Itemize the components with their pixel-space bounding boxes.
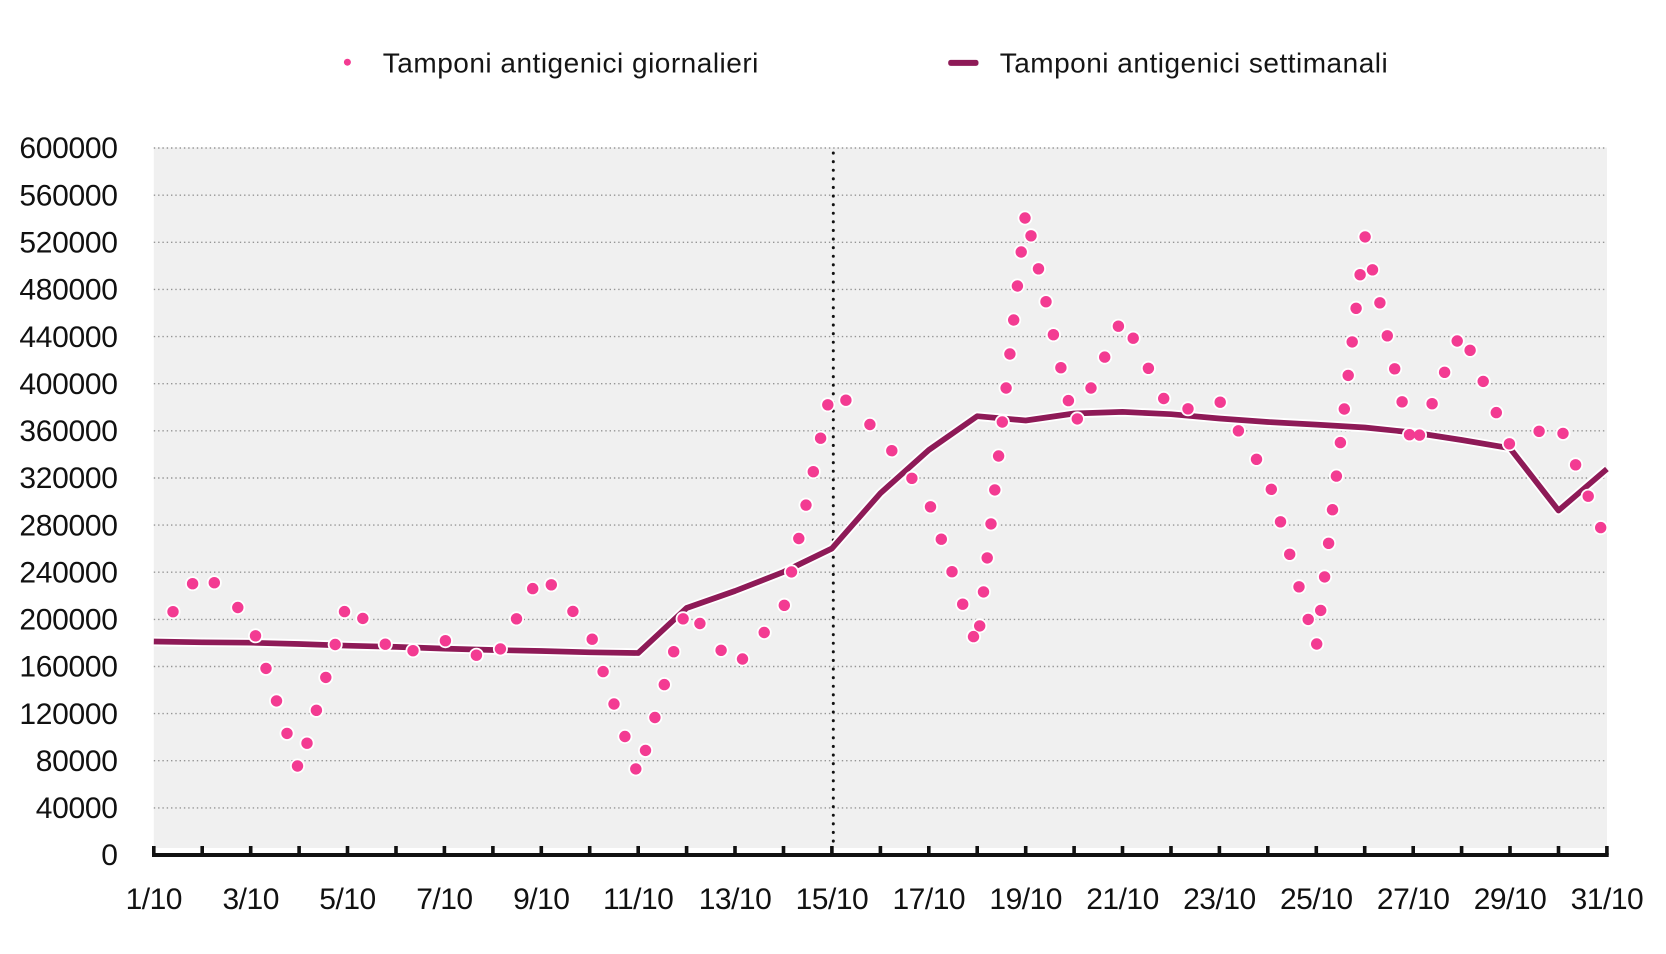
- svg-text:Tamponi antigenici settimanali: Tamponi antigenici settimanali: [1000, 48, 1389, 79]
- svg-text:320000: 320000: [19, 462, 117, 495]
- svg-text:400000: 400000: [19, 368, 117, 401]
- svg-text:7/10: 7/10: [416, 883, 472, 916]
- svg-text:29/10: 29/10: [1474, 883, 1547, 916]
- svg-text:1/10: 1/10: [126, 883, 182, 916]
- svg-text:5/10: 5/10: [319, 883, 375, 916]
- svg-text:520000: 520000: [19, 227, 117, 260]
- svg-text:600000: 600000: [19, 132, 117, 165]
- svg-text:Tamponi antigenici giornalieri: Tamponi antigenici giornalieri: [383, 48, 759, 79]
- svg-text:9/10: 9/10: [513, 883, 569, 916]
- svg-text:27/10: 27/10: [1377, 883, 1450, 916]
- svg-text:160000: 160000: [19, 651, 117, 684]
- svg-text:280000: 280000: [19, 509, 117, 542]
- svg-text:23/10: 23/10: [1183, 883, 1256, 916]
- svg-text:19/10: 19/10: [989, 883, 1062, 916]
- svg-text:200000: 200000: [19, 604, 117, 637]
- svg-text:17/10: 17/10: [893, 883, 966, 916]
- svg-text:40000: 40000: [36, 792, 118, 825]
- svg-text:120000: 120000: [19, 698, 117, 731]
- svg-text:21/10: 21/10: [1086, 883, 1159, 916]
- svg-text:3/10: 3/10: [223, 883, 279, 916]
- svg-text:240000: 240000: [19, 556, 117, 589]
- svg-text:440000: 440000: [19, 321, 117, 354]
- svg-text:480000: 480000: [19, 274, 117, 307]
- svg-text:13/10: 13/10: [699, 883, 772, 916]
- svg-text:11/10: 11/10: [603, 883, 673, 916]
- svg-text:360000: 360000: [19, 415, 117, 448]
- svg-text:15/10: 15/10: [796, 883, 869, 916]
- svg-text:25/10: 25/10: [1280, 883, 1353, 916]
- svg-text:31/10: 31/10: [1571, 883, 1644, 916]
- svg-text:560000: 560000: [19, 179, 117, 212]
- svg-text:0: 0: [101, 839, 117, 872]
- svg-text:80000: 80000: [36, 745, 118, 778]
